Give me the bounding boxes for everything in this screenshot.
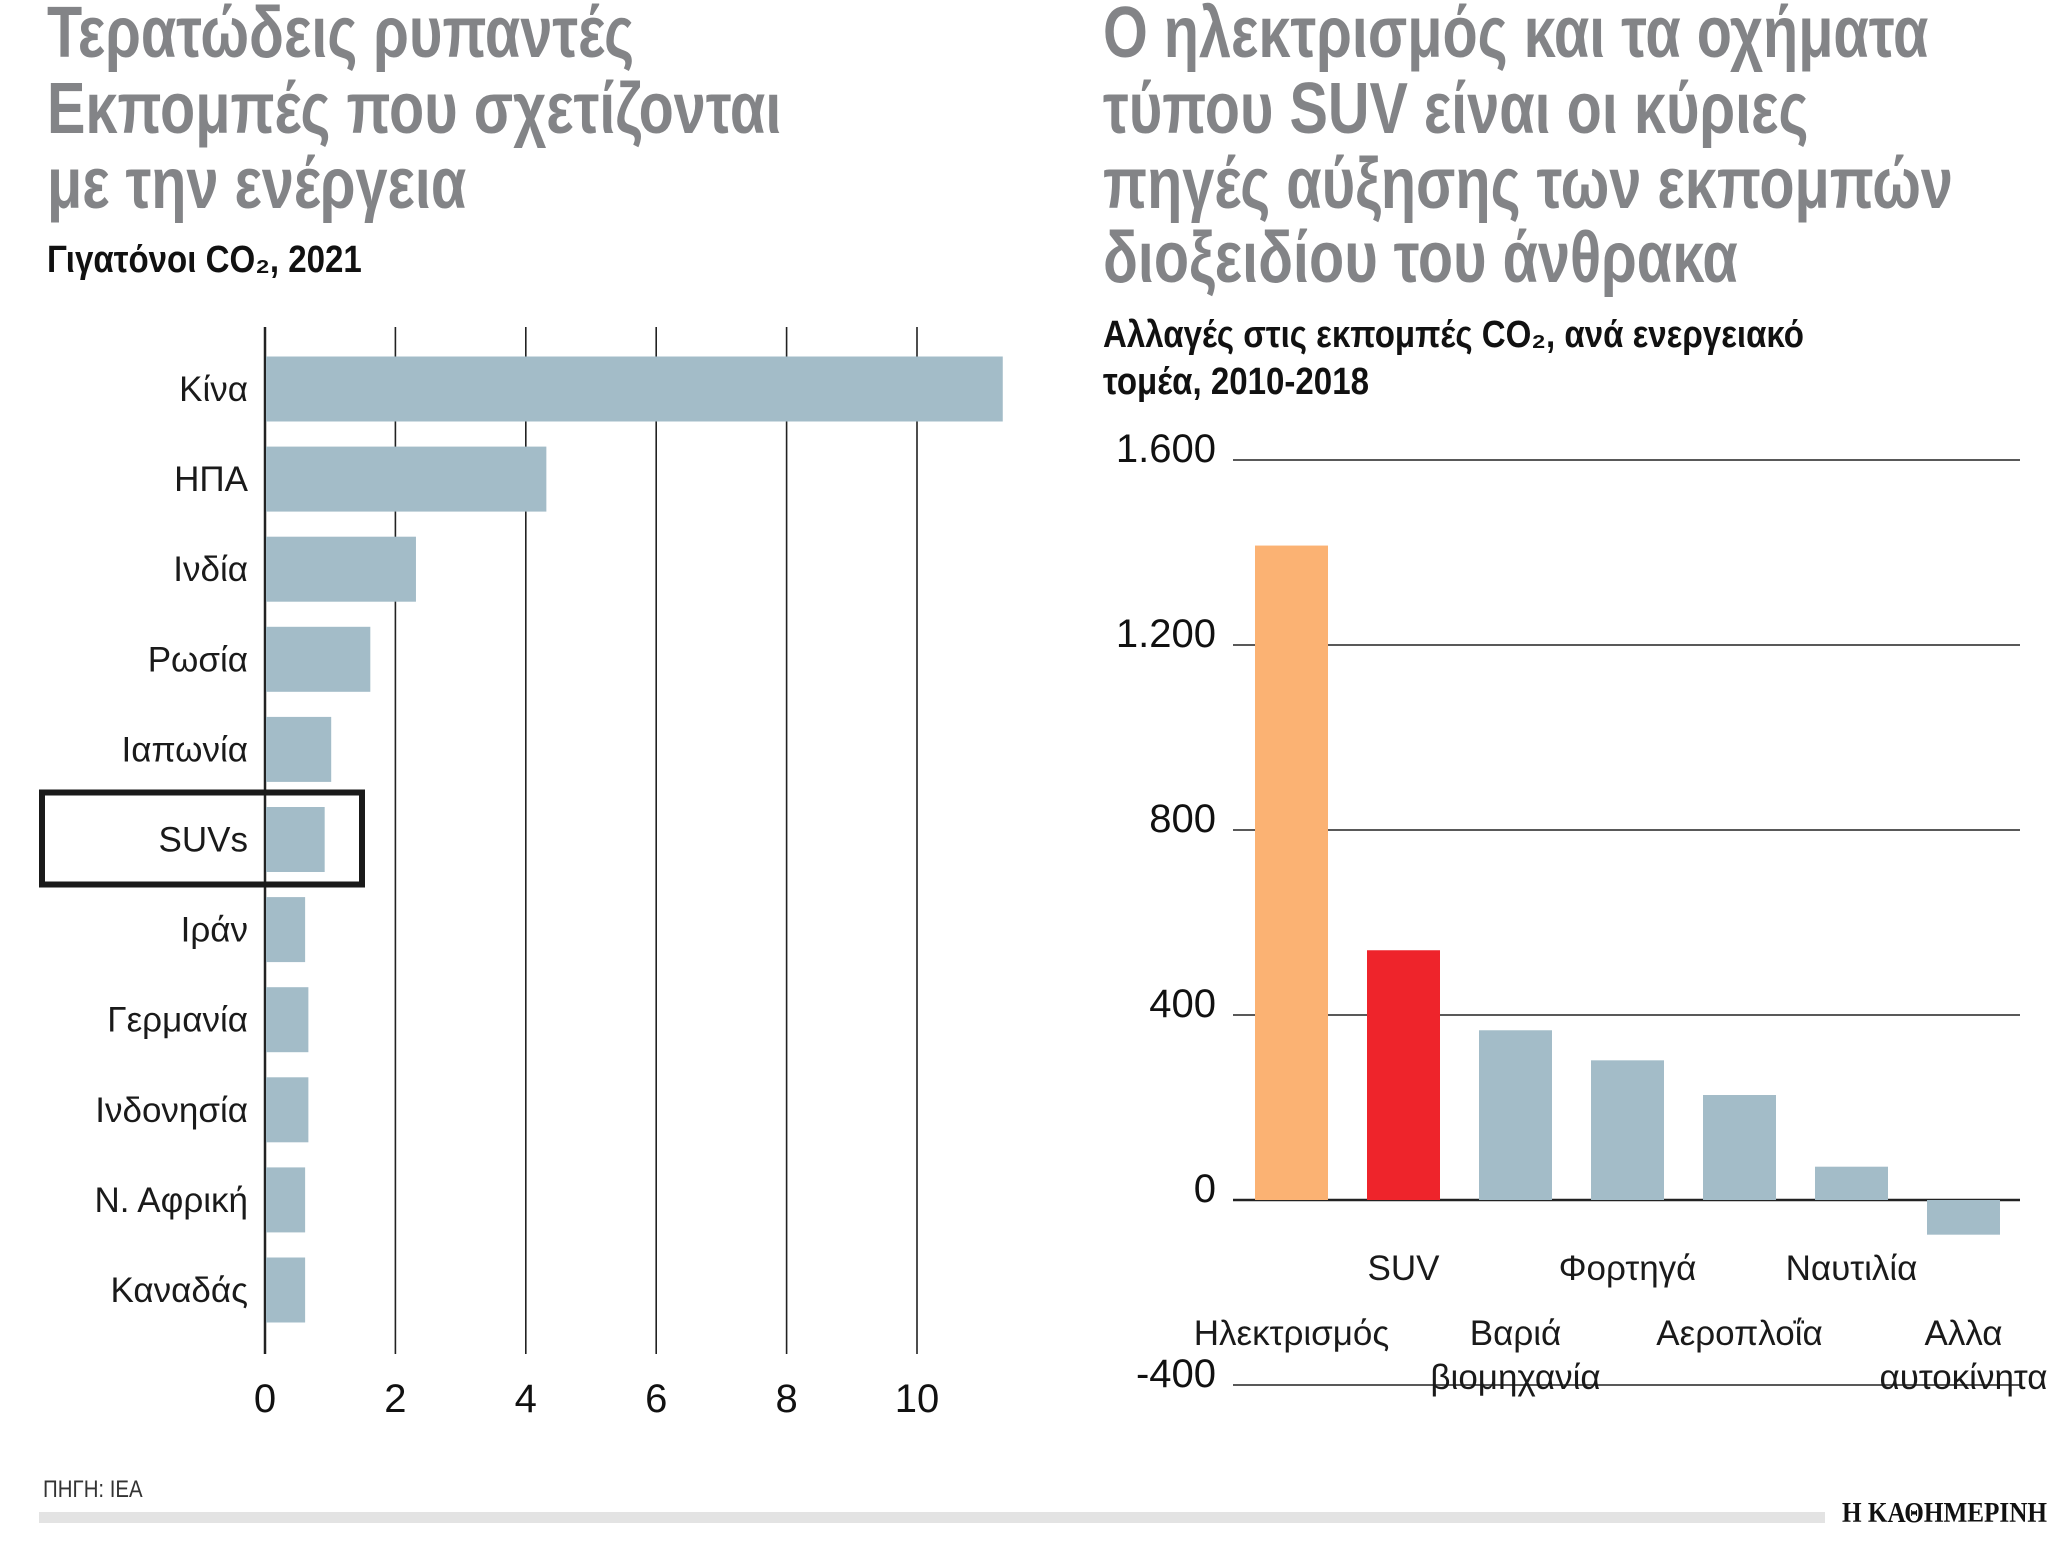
x-tick-label: 2: [384, 1377, 406, 1421]
bar: [266, 1167, 306, 1233]
category-label: Ναυτιλία: [1786, 1249, 1918, 1288]
y-tick-label: 0: [1194, 1167, 1216, 1211]
bar: [266, 1077, 309, 1143]
category-label: Ηλεκτρισμός: [1194, 1314, 1390, 1353]
category-label: Βαριά: [1470, 1314, 1562, 1353]
bar: [266, 716, 332, 782]
y-tick-label: 400: [1149, 982, 1216, 1026]
x-tick-label: 8: [775, 1377, 797, 1421]
bar: [266, 987, 309, 1053]
bar: [1703, 1095, 1776, 1200]
bar: [266, 536, 416, 602]
footer-divider: [39, 1512, 1825, 1523]
category-label: Ινδονησία: [95, 1091, 248, 1130]
category-label: Ιαπωνία: [122, 730, 248, 769]
left-title-line-2: Εκπομπές που σχετίζονται: [47, 69, 782, 149]
category-label: Ιράν: [181, 911, 248, 950]
category-label: Γερμανία: [107, 1001, 248, 1040]
y-tick-label: 800: [1149, 797, 1216, 841]
category-label: Αλλα: [1924, 1314, 2002, 1353]
bar: [266, 446, 547, 512]
category-label: Αεροπλοΐα: [1656, 1314, 1822, 1353]
x-tick-label: 0: [254, 1377, 276, 1421]
bar: [1815, 1166, 1888, 1200]
bar: [266, 356, 1003, 422]
right-title-line-3: πηγές αύξησης των εκπομπών: [1103, 144, 1953, 224]
bar: [1591, 1060, 1664, 1200]
right-title-line-2: τύπου SUV είναι οι κύριες: [1103, 69, 1809, 149]
right-title-line-4: διοξειδίου του άνθρακα: [1103, 218, 1738, 298]
right-subtitle-line-2: τομέα, 2010-2018: [1103, 361, 1369, 403]
category-label: Κίνα: [179, 370, 248, 409]
bar: [1255, 545, 1328, 1200]
category-label: Ινδία: [173, 550, 248, 589]
bar: [266, 1257, 306, 1323]
category-label: Καναδάς: [111, 1271, 248, 1310]
y-tick-label: 1.200: [1116, 612, 1216, 656]
y-tick-label: 1.600: [1116, 427, 1216, 471]
highlight-box: [39, 789, 365, 888]
publisher-logo: Η ΚΑΘΗΜΕΡΙΝΗ: [1842, 1498, 2048, 1529]
category-label: Φορτηγά: [1559, 1249, 1697, 1288]
left-title-line-3: με την ενέργεια: [47, 144, 467, 224]
source-note: ΠΗΓΗ: IEA: [43, 1476, 143, 1503]
right-title-line-1: Ο ηλεκτρισμός και τα οχήματα: [1103, 0, 1929, 73]
y-tick-label: -400: [1136, 1352, 1216, 1396]
bar: [266, 807, 325, 872]
bar: [266, 626, 371, 692]
bar: [1479, 1030, 1552, 1200]
category-label: SUV: [1368, 1249, 1441, 1288]
category-label: SUVs: [159, 821, 248, 860]
x-tick-label: 4: [515, 1377, 537, 1421]
right-subtitle-line-1: Αλλαγές στις εκπομπές CO₂, ανά ενεργειακ…: [1103, 314, 1804, 356]
category-label: Ν. Αφρική: [95, 1181, 248, 1220]
x-tick-label: 10: [895, 1377, 940, 1421]
bar: [266, 897, 306, 963]
category-label: βιομηχανία: [1430, 1358, 1600, 1397]
left-subtitle: Γιγατόνοι CO₂, 2021: [47, 239, 362, 281]
left-title-line-1: Τερατώδεις ρυπαντές: [47, 0, 635, 73]
category-label: ΗΠΑ: [174, 460, 249, 499]
category-label: Ρωσία: [148, 640, 248, 679]
bar: [1367, 950, 1440, 1200]
category-label: αυτοκίνητα: [1880, 1358, 2048, 1397]
bar: [1927, 1200, 2000, 1235]
x-tick-label: 6: [645, 1377, 667, 1421]
